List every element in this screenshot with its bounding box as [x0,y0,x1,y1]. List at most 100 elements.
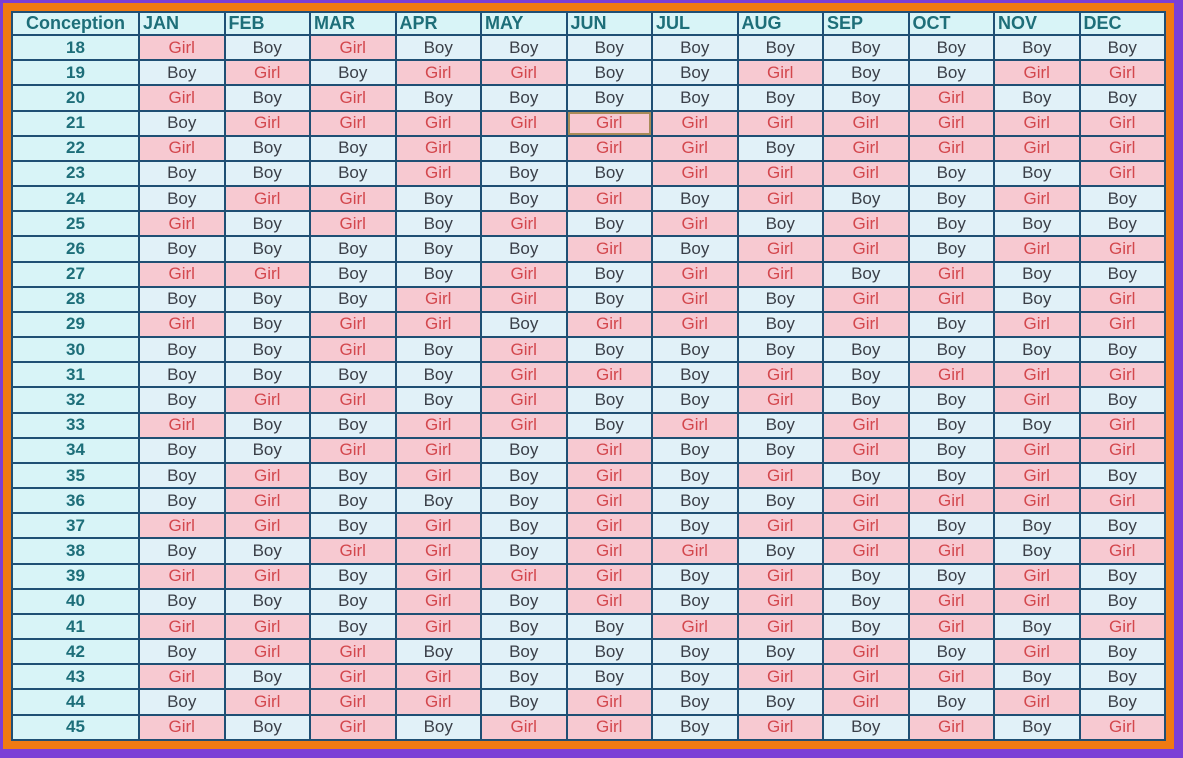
girl-cell[interactable]: Girl [565,487,653,515]
boy-cell[interactable]: Boy [1078,84,1166,112]
boy-cell[interactable]: Boy [1078,587,1166,615]
boy-cell[interactable]: Boy [223,411,311,439]
boy-cell[interactable]: Boy [736,638,824,666]
girl-cell[interactable]: Girl [394,461,482,490]
girl-cell[interactable]: Girl [993,386,1081,414]
age-cell[interactable]: 40 [11,587,140,615]
girl-cell[interactable]: Girl [138,663,226,691]
boy-cell[interactable]: Boy [309,461,397,490]
girl-cell[interactable]: Girl [138,562,226,590]
boy-cell[interactable]: Boy [1078,260,1166,288]
boy-cell[interactable]: Boy [309,235,397,263]
girl-cell[interactable]: Girl [394,59,482,87]
boy-cell[interactable]: Boy [1078,185,1166,213]
boy-cell[interactable]: Boy [394,210,482,238]
boy-cell[interactable]: Boy [736,411,824,439]
girl-cell[interactable]: Girl [309,33,397,62]
boy-cell[interactable]: Boy [907,235,995,263]
boy-cell[interactable]: Boy [736,537,824,565]
girl-cell[interactable]: Girl [138,512,226,540]
girl-cell[interactable]: Girl [736,562,824,590]
girl-cell[interactable]: Girl [138,260,226,288]
girl-cell[interactable]: Girl [736,386,824,414]
boy-cell[interactable]: Boy [309,562,397,590]
girl-cell[interactable]: Girl [822,159,910,188]
boy-cell[interactable]: Boy [309,159,397,188]
boy-cell[interactable]: Boy [822,562,910,590]
girl-cell[interactable]: Girl [907,713,995,742]
girl-cell[interactable]: Girl [1078,285,1166,313]
boy-cell[interactable]: Boy [565,336,653,364]
girl-cell[interactable]: Girl [309,185,397,213]
boy-cell[interactable]: Boy [822,461,910,490]
boy-cell[interactable]: Boy [480,612,568,641]
girl-cell[interactable]: Girl [394,562,482,590]
girl-cell[interactable]: Girl [309,310,397,339]
girl-cell[interactable]: Girl [822,285,910,313]
boy-cell[interactable]: Boy [309,512,397,540]
boy-cell[interactable]: Boy [223,310,311,339]
boy-cell[interactable]: Boy [565,386,653,414]
girl-cell[interactable]: Girl [480,411,568,439]
girl-cell[interactable]: Girl [480,285,568,313]
month-header-apr[interactable]: APR [394,11,482,36]
boy-cell[interactable]: Boy [993,336,1081,364]
girl-cell[interactable]: Girl [394,587,482,615]
boy-cell[interactable]: Boy [993,713,1081,742]
girl-cell[interactable]: Girl [480,109,568,137]
age-cell[interactable]: 42 [11,638,140,666]
girl-cell[interactable]: Girl [651,260,739,288]
age-cell[interactable]: 22 [11,134,140,162]
girl-cell[interactable]: Girl [822,512,910,540]
girl-cell[interactable]: Girl [394,285,482,313]
age-cell[interactable]: 35 [11,461,140,490]
girl-cell[interactable]: Girl [651,159,739,188]
month-header-feb[interactable]: FEB [223,11,311,36]
girl-cell[interactable]: Girl [1078,612,1166,641]
girl-cell[interactable]: Girl [907,537,995,565]
girl-cell[interactable]: Girl [565,185,653,213]
girl-cell[interactable]: Girl [651,537,739,565]
boy-cell[interactable]: Boy [907,411,995,439]
girl-cell[interactable]: Girl [309,688,397,716]
boy-cell[interactable]: Boy [651,512,739,540]
boy-cell[interactable]: Boy [651,235,739,263]
month-header-nov[interactable]: NOV [993,11,1081,36]
boy-cell[interactable]: Boy [138,235,226,263]
girl-cell[interactable]: Girl [651,210,739,238]
age-cell[interactable]: 39 [11,562,140,590]
boy-cell[interactable]: Boy [565,663,653,691]
boy-cell[interactable]: Boy [480,185,568,213]
girl-cell[interactable]: Girl [822,310,910,339]
girl-cell[interactable]: Girl [565,562,653,590]
age-cell[interactable]: 27 [11,260,140,288]
girl-cell[interactable]: Girl [993,638,1081,666]
girl-cell[interactable]: Girl [223,260,311,288]
boy-cell[interactable]: Boy [907,185,995,213]
age-cell[interactable]: 37 [11,512,140,540]
girl-cell[interactable]: Girl [907,260,995,288]
boy-cell[interactable]: Boy [907,336,995,364]
girl-cell[interactable]: Girl [822,210,910,238]
girl-cell[interactable]: Girl [565,537,653,565]
girl-cell[interactable]: Girl [223,487,311,515]
boy-cell[interactable]: Boy [736,310,824,339]
age-cell[interactable]: 31 [11,361,140,389]
girl-cell[interactable]: Girl [1078,436,1166,464]
boy-cell[interactable]: Boy [907,59,995,87]
boy-cell[interactable]: Boy [138,185,226,213]
boy-cell[interactable]: Boy [223,84,311,112]
girl-cell[interactable]: Girl [309,210,397,238]
girl-cell[interactable]: Girl [394,436,482,464]
age-cell[interactable]: 19 [11,59,140,87]
girl-cell[interactable]: Girl [736,185,824,213]
boy-cell[interactable]: Boy [907,386,995,414]
boy-cell[interactable]: Boy [565,59,653,87]
girl-cell[interactable]: Girl [309,336,397,364]
boy-cell[interactable]: Boy [138,336,226,364]
boy-cell[interactable]: Boy [309,260,397,288]
girl-cell[interactable]: Girl [138,84,226,112]
boy-cell[interactable]: Boy [1078,663,1166,691]
boy-cell[interactable]: Boy [907,638,995,666]
girl-cell[interactable]: Girl [736,59,824,87]
